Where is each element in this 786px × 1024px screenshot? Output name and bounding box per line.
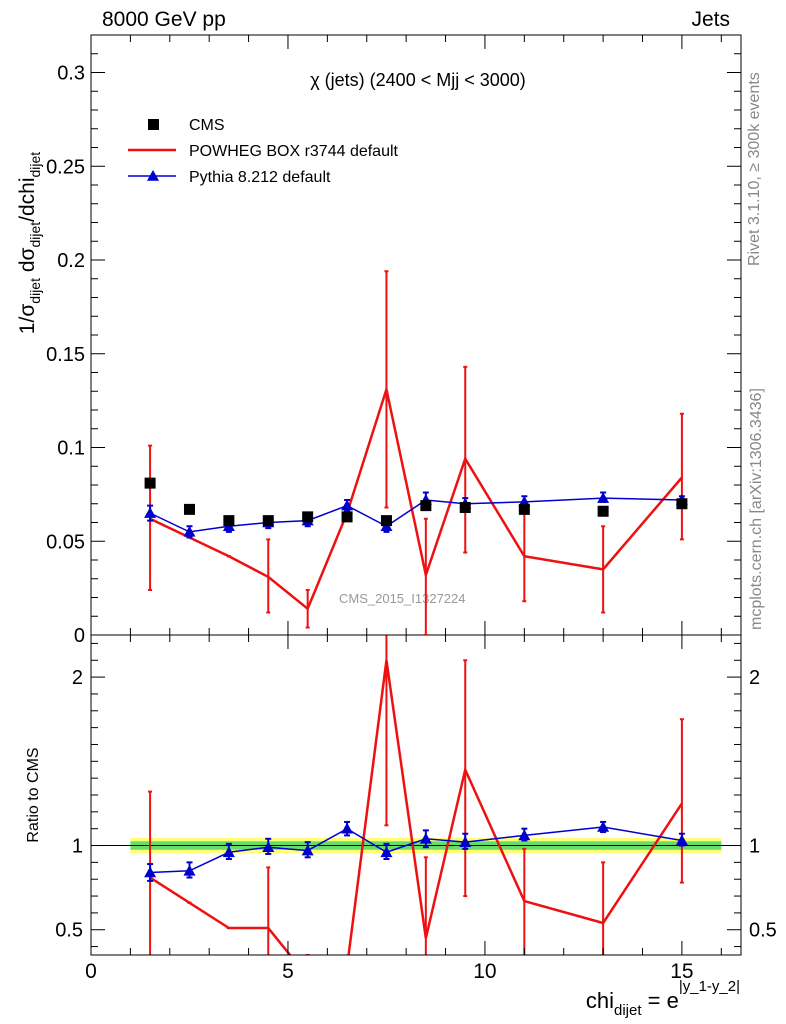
ratio-frame [90, 634, 742, 956]
y-axis-label-part: dσ [16, 248, 39, 279]
cms-marker [341, 511, 353, 523]
cms-marker [676, 498, 688, 510]
pythia-ratio-marker [459, 836, 472, 847]
pythia-ratio-marker [675, 834, 688, 846]
cms-marker [262, 515, 274, 527]
pythia-ratio-marker [301, 844, 314, 856]
x-tick-label: 10 [473, 960, 496, 983]
pythia-ratio-marker [262, 841, 275, 853]
legend-pythia-marker [147, 170, 159, 181]
pythia-ratio-marker [597, 821, 610, 832]
cms-marker [223, 515, 235, 527]
ratio-y-tick-label: 0.5 [55, 920, 83, 942]
header-process: Jets [691, 8, 730, 31]
y-axis-label-part: dijet [27, 152, 43, 178]
legend-cms-marker [148, 119, 159, 130]
x-tick-label: 5 [282, 960, 294, 983]
cms-marker [459, 502, 471, 513]
pythia-marker [341, 499, 354, 511]
ratio-y-tick-label-right: 2 [749, 667, 760, 689]
x-axis-label-part: = e [642, 988, 679, 1013]
x-axis-label-part: chi [586, 988, 614, 1013]
pythia-ratio-marker [341, 822, 354, 834]
y-tick-label: 0.3 [57, 63, 85, 85]
ratio-y-tick-label: 2 [72, 667, 83, 689]
legend-label: CMS [189, 117, 225, 134]
y-axis-label-part: 1/σ [16, 304, 39, 335]
y-tick-label: 0 [74, 625, 85, 647]
y-axis-label-part: dijet [27, 278, 43, 304]
pythia-ratio-marker [183, 864, 196, 876]
chart-title: χ (jets) (2400 < Mjj < 3000) [310, 70, 526, 90]
powheg-line [149, 384, 683, 611]
cms-marker [420, 500, 432, 512]
pythia-ratio-line [150, 826, 683, 874]
pythia-ratio-marker [419, 832, 432, 844]
cms-marker [380, 515, 392, 527]
cms-marker [302, 511, 314, 523]
legend-label: POWHEG BOX r3744 default [189, 143, 399, 160]
cms-marker [183, 503, 195, 515]
y-tick-label: 0.2 [57, 250, 85, 272]
y-axis-label-part: dijet [27, 222, 43, 248]
pythia-line [149, 497, 682, 533]
y-tick-label: 0.25 [46, 156, 85, 178]
x-axis-label: chidijet = e|y_1-y_2| [586, 978, 740, 1019]
ratio-plot-area [91, 635, 741, 955]
ratio-y-tick-label: 1 [72, 836, 83, 858]
pythia-ratio-marker [380, 846, 393, 858]
x-tick-label: 15 [670, 960, 693, 983]
header-energy: 8000 GeV pp [102, 8, 226, 31]
pythia-marker [144, 507, 157, 518]
y-axis-label-part: /dchi [16, 177, 39, 221]
pythia-marker [597, 492, 610, 503]
y-axis-label: 1/σdijet dσdijet/dchidijet [16, 152, 43, 334]
legend-label: Pythia 8.212 default [189, 169, 331, 186]
cms-marker [518, 503, 530, 515]
powheg-ratio-line [149, 660, 683, 955]
pythia-marker [183, 525, 196, 537]
y-tick-label: 0.05 [46, 531, 85, 553]
pythia-ratio-marker [518, 829, 531, 841]
main-plot-area [144, 270, 688, 635]
y-tick-label: 0.15 [46, 344, 85, 366]
y-tick-label: 0.1 [57, 438, 85, 460]
ratio-y-tick-label-right: 0.5 [749, 920, 777, 942]
pythia-ratio-marker [144, 866, 157, 878]
ratio-axis-label: Ratio to CMS [25, 747, 42, 842]
cms-marker [144, 477, 156, 489]
x-axis-label-part: |y_1-y_2| [679, 978, 740, 995]
cms-marker [597, 505, 609, 517]
ratio-y-tick-label-right: 1 [749, 836, 760, 858]
x-tick-label: 0 [85, 960, 97, 983]
x-axis-label-part: dijet [614, 1002, 642, 1019]
analysis-watermark: CMS_2015_I1327224 [339, 591, 466, 606]
pythia-ratio-marker [222, 846, 235, 858]
